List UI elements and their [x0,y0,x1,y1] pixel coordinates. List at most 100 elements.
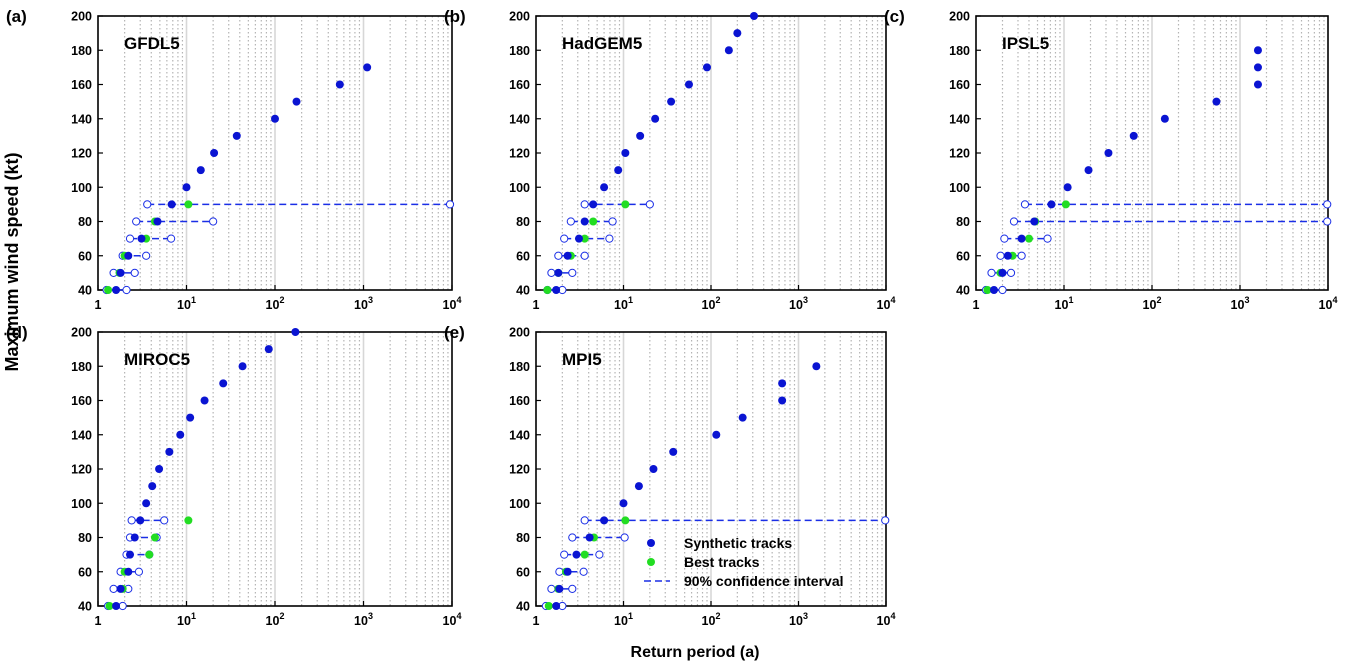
synthetic-track-point [1253,63,1262,72]
ci-endpoint [1017,251,1026,260]
synthetic-track-point [563,567,572,576]
best-track-point [104,286,113,294]
y-tick-label: 140 [509,428,530,442]
best-track-point [1061,200,1070,209]
y-axis-title: Maximum wind speed (kt) [2,152,22,371]
x-tick-label: 103 [789,295,808,312]
synthetic-track-point [182,183,191,192]
ci-endpoint [560,234,569,243]
synthetic-track-point [1047,200,1056,209]
ci-endpoint [445,200,455,209]
synthetic-track-point [136,516,145,525]
model-title: HadGEM5 [562,34,642,53]
x-tick-label: 103 [1231,295,1250,312]
model-title: GFDL5 [124,34,180,53]
ci-endpoint [209,217,218,226]
y-tick-label: 100 [71,181,92,195]
x-tick-label: 1 [95,614,102,628]
synthetic-track-point [1003,251,1012,260]
synthetic-track-point [196,166,205,175]
ci-endpoint [1323,217,1332,226]
ci-endpoint [125,234,135,243]
synthetic-track-point [1017,234,1026,243]
synthetic-track-point [634,482,643,491]
y-tick-label: 180 [509,44,530,58]
synthetic-track-point [264,345,273,354]
synthetic-track-point [733,29,742,38]
y-tick-label: 40 [78,284,92,298]
synthetic-track-point [778,396,787,405]
synthetic-track-point [1212,97,1221,106]
x-tick-label: 1 [533,614,540,628]
x-tick-label: 104 [443,295,462,312]
synthetic-track-point [142,499,151,508]
panel-label: (c) [884,7,905,26]
y-tick-label: 180 [509,360,530,374]
y-tick-label: 140 [71,428,92,442]
x-tick-label: 101 [177,295,196,312]
legend-synthetic-marker [647,539,655,547]
synthetic-track-point [651,114,660,123]
panel-label: (e) [444,323,465,342]
y-tick-label: 140 [71,112,92,126]
best-track-point [150,533,159,542]
ci-endpoint [605,234,614,243]
x-tick-label: 1 [95,298,102,312]
y-tick-label: 80 [78,215,92,229]
y-tick-label: 60 [78,565,92,579]
y-tick-label: 180 [71,44,92,58]
x-tick-label: 102 [702,611,721,628]
synthetic-track-point [621,149,630,157]
synthetic-track-point [291,328,300,336]
model-title: MPI5 [562,350,602,369]
synthetic-track-point [600,183,609,192]
ci-endpoint [580,251,589,260]
panel-label: (a) [6,7,27,26]
synthetic-track-point [167,200,176,209]
panel-1: 40 60 80 100 120 140 160 180 200 1 101 102 103 104 (a)… [6,7,461,312]
x-tick-label: 104 [1319,295,1338,312]
y-tick-label: 40 [516,284,530,298]
synthetic-track-point [738,413,747,422]
legend: Synthetic tracks Best tracks 90% confidenc… [644,535,844,589]
synthetic-track-point [649,465,658,473]
x-tick-label: 103 [354,611,373,628]
synthetic-track-point [363,63,372,72]
ci-endpoint [595,550,604,559]
synthetic-track-point [153,217,162,226]
y-tick-label: 160 [71,78,92,92]
synthetic-track-point [112,602,121,610]
best-track-point [184,200,193,209]
synthetic-track-point [112,286,121,294]
ci-endpoint [122,285,131,295]
y-tick-label: 80 [516,215,530,229]
panel-2: 40 60 80 100 120 140 160 180 200 1 101 102 103 104 (b)… [444,7,895,312]
synthetic-track-point [335,80,344,89]
synthetic-track-point [778,379,787,388]
synthetic-track-point [155,465,164,473]
synthetic-track-point [1084,166,1093,175]
ci-endpoint [568,268,577,277]
synthetic-track-point [636,131,645,140]
best-track-point [589,217,598,226]
best-track-point [580,234,589,243]
y-tick-label: 160 [949,78,970,92]
y-tick-label: 60 [516,565,530,579]
synthetic-track-point [555,584,564,593]
ci-endpoint [568,584,577,593]
ci-endpoint [1006,268,1016,277]
panel-3: 40 60 80 100 120 140 160 180 200 1 101 102 103 104 (c)… [884,7,1337,312]
x-tick-label: 104 [443,611,462,628]
best-track-point [1024,234,1033,243]
synthetic-track-point [1129,131,1138,140]
x-tick-label: 102 [1143,295,1162,312]
ci-endpoint [566,217,575,226]
y-tick-label: 200 [509,326,530,340]
ci-endpoint [1020,200,1030,209]
x-tick-label: 1 [533,298,540,312]
model-title: IPSL5 [1002,34,1049,53]
y-tick-label: 40 [956,284,970,298]
ci-endpoint [142,251,151,260]
model-title: MIROC5 [124,350,190,369]
y-tick-label: 120 [949,147,970,161]
